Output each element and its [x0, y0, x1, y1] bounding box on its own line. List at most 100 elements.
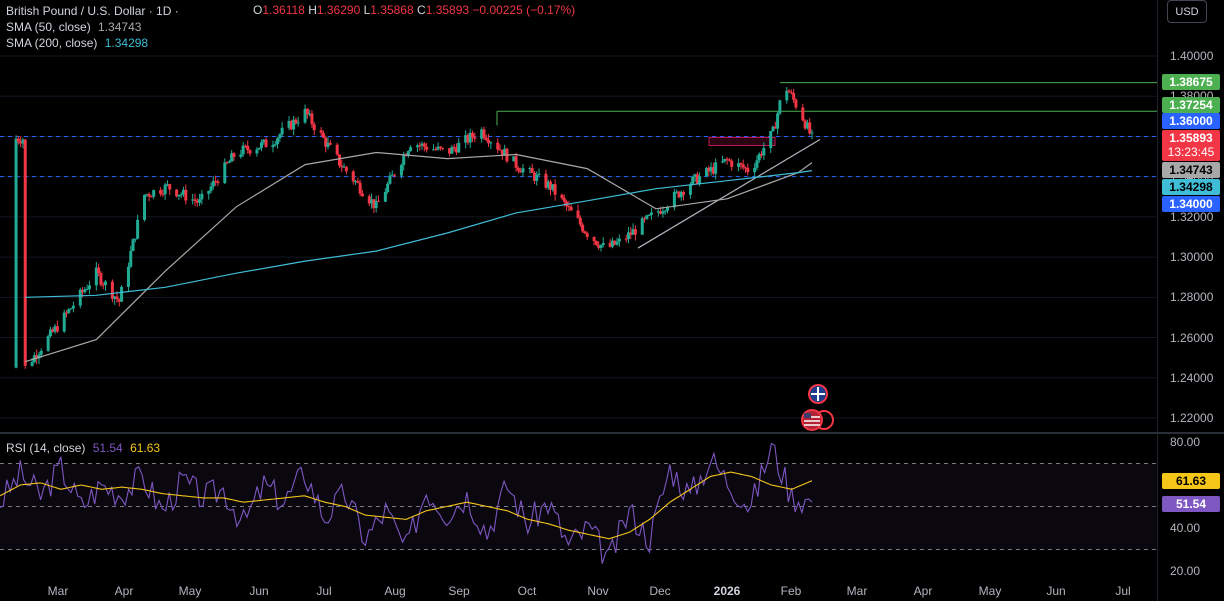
time-tick-label: 2026	[713, 584, 741, 598]
time-tick-label: Jul	[316, 584, 332, 598]
rsi-value: 51.54	[92, 441, 123, 455]
candle-body	[730, 160, 734, 167]
sma50-tag: 1.34743	[1162, 162, 1220, 178]
candle-body	[97, 267, 101, 274]
candle-body	[617, 238, 621, 242]
candle-body	[344, 166, 348, 172]
candle-body	[801, 107, 805, 121]
price-tick-label: 1.28000	[1170, 290, 1214, 305]
candle-body	[528, 168, 532, 170]
candle-body	[592, 236, 596, 241]
candle-body	[342, 166, 346, 168]
trendline	[637, 138, 821, 249]
candle-body	[743, 167, 747, 169]
candle-body	[372, 199, 376, 209]
candle-body	[468, 132, 472, 143]
candle-body	[278, 134, 282, 139]
currency-button[interactable]: USD	[1167, 0, 1207, 23]
price-tick-label: 1.30000	[1170, 250, 1214, 265]
rsi-legend[interactable]: RSI (14, close) 51.54 61.63	[6, 441, 161, 455]
time-tick-label: Feb	[780, 584, 802, 598]
candle-body	[182, 189, 186, 195]
candle-body	[159, 190, 163, 194]
candle-body	[326, 142, 330, 147]
symbol-legend[interactable]: British Pound / U.S. Dollar · 1D ·	[6, 3, 179, 19]
candle-body	[643, 218, 647, 220]
rsi-value-tag: 51.54	[1162, 496, 1220, 512]
sma200-tag: 1.34298	[1162, 179, 1220, 195]
candle-body	[776, 113, 780, 129]
time-tick-label: Apr	[114, 584, 134, 598]
candle-body	[709, 167, 713, 172]
candle-body	[177, 194, 181, 197]
pane-divider[interactable]	[0, 432, 1224, 434]
candle-body	[37, 354, 41, 359]
candle-body	[324, 137, 328, 147]
candle-body	[360, 193, 364, 197]
candle-body	[741, 164, 745, 168]
candle-body	[230, 153, 234, 162]
price-tick-label: 1.24000	[1170, 370, 1214, 385]
candle-body	[321, 132, 325, 138]
candle-body	[532, 172, 536, 181]
price-chart[interactable]	[0, 0, 1157, 432]
candle-body	[292, 119, 296, 130]
candle-body	[464, 135, 468, 143]
candle-body	[264, 139, 268, 148]
rsi-chart[interactable]	[0, 434, 1157, 580]
price-tick-label: 1.22000	[1170, 411, 1214, 425]
price-tick-label: 1.40000	[1170, 49, 1214, 63]
candle-body	[131, 239, 135, 251]
candle-body	[287, 121, 291, 128]
range-box	[708, 136, 776, 146]
candle-body	[640, 218, 644, 235]
last-price: 1.35893	[1169, 131, 1213, 145]
candle-body	[69, 308, 73, 310]
candle-body	[498, 149, 502, 151]
time-tick-label: Oct	[517, 584, 537, 598]
sma50-legend[interactable]: SMA (50, close) 1.34743	[6, 20, 142, 34]
candle-body	[276, 138, 280, 145]
resistance-mid-tag: 1.37254	[1162, 97, 1220, 113]
candle-body	[576, 210, 580, 218]
candle-body	[645, 215, 649, 219]
sma200-legend[interactable]: SMA (200, close) 1.34298	[6, 36, 149, 50]
candle-body	[23, 139, 27, 366]
price-tick-label: 1.32000	[1170, 209, 1214, 224]
candle-body	[310, 113, 314, 125]
candle-body	[649, 212, 653, 215]
candle-body	[466, 135, 470, 143]
candle-body	[567, 206, 571, 208]
candle-body	[787, 90, 791, 93]
high-value: 1.36290	[316, 3, 361, 17]
candle-body	[615, 241, 619, 245]
candle-body	[737, 163, 741, 167]
candle-body	[698, 176, 702, 184]
candle-body	[294, 119, 298, 124]
candle-body	[581, 224, 585, 232]
candle-body	[296, 122, 300, 124]
candle-body	[808, 122, 812, 134]
candle-body	[693, 174, 697, 177]
change-value: −0.00225 (−0.17%)	[472, 3, 576, 17]
candle-body	[16, 138, 20, 142]
candle-body	[450, 146, 454, 154]
candle-body	[755, 160, 759, 168]
candle-body	[133, 238, 137, 240]
candle-body	[399, 164, 403, 176]
candle-body	[117, 299, 121, 302]
candle-body	[794, 99, 798, 108]
candle-body	[113, 296, 117, 299]
price-tick-label: 1.26000	[1170, 330, 1214, 345]
candle-body	[727, 159, 731, 161]
candle-body	[126, 266, 130, 287]
candle-body	[549, 181, 553, 190]
candle-body	[152, 190, 156, 197]
candle-body	[480, 129, 484, 139]
sma50-value: 1.34743	[98, 20, 142, 34]
level-134-tag: 1.34000	[1162, 196, 1220, 212]
rsi-tick-label: 80.00	[1170, 435, 1201, 449]
candle-body	[631, 229, 635, 235]
candle-body	[200, 193, 204, 200]
